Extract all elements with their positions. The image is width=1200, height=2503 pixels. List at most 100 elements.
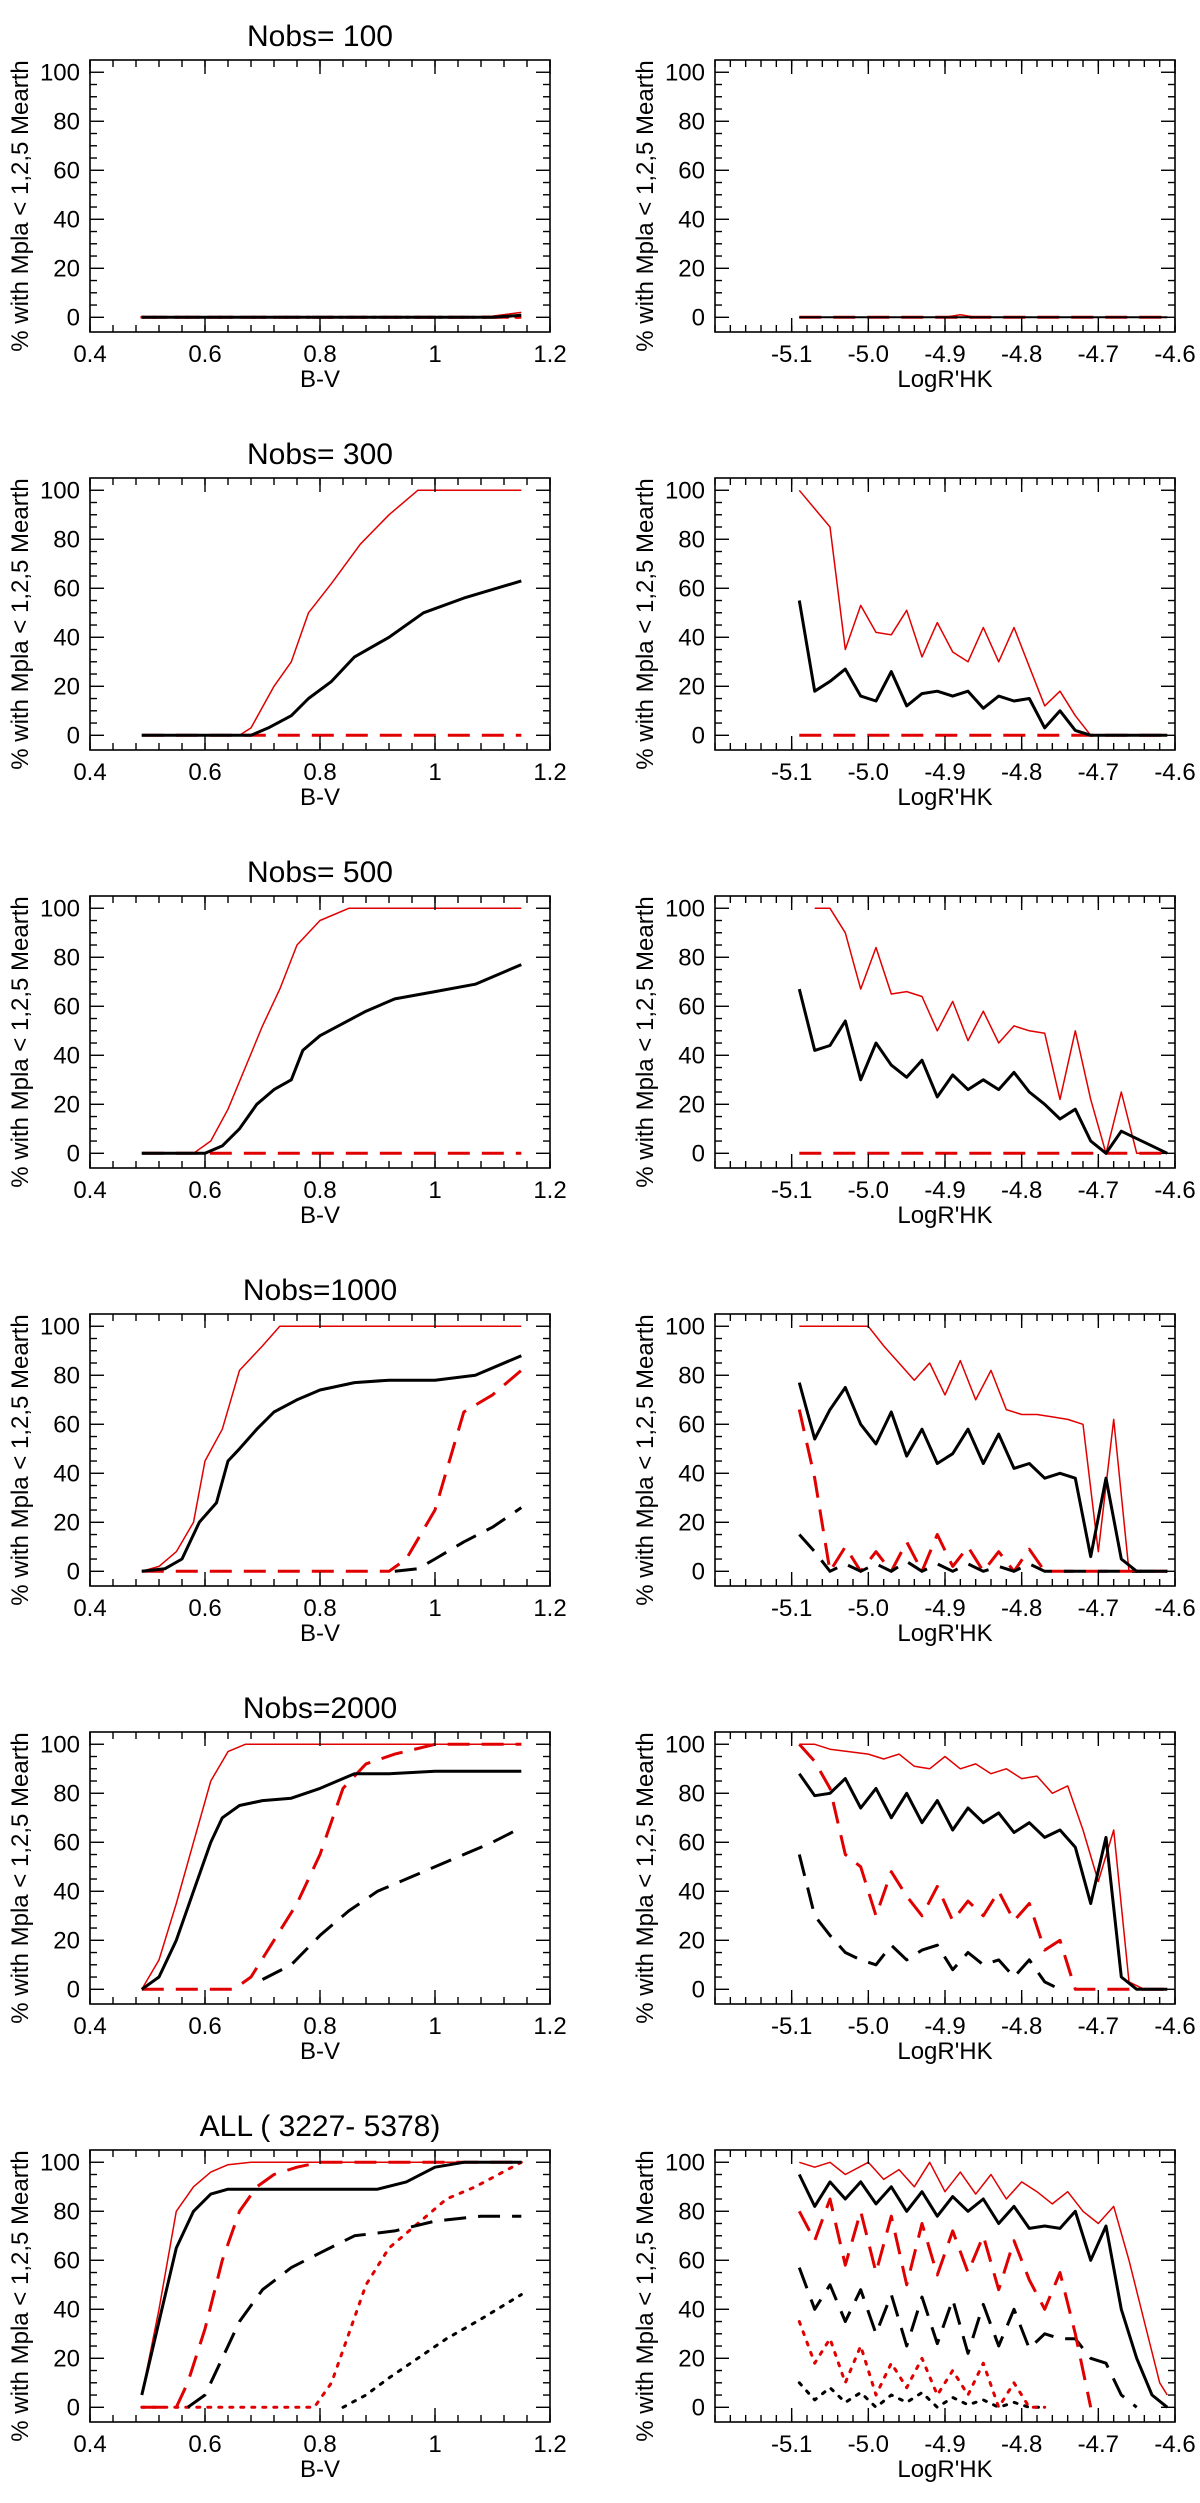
- y-tick-label: 100: [665, 59, 705, 86]
- series-line-2: [814, 907, 1168, 1155]
- series-line-4: [141, 2160, 522, 2409]
- x-tick-label: 1.2: [533, 2013, 566, 2040]
- series-line-4: [141, 1354, 522, 1573]
- x-tick-label: -5.0: [848, 2431, 889, 2458]
- x-tick-label: 0.4: [73, 1177, 106, 1204]
- x-tick-label: -4.9: [924, 2431, 965, 2458]
- y-tick-label: 20: [53, 2345, 80, 2372]
- y-tick-label: 80: [678, 944, 705, 971]
- y-tick-label: 100: [665, 1731, 705, 1758]
- x-axis-label: LogR'HK: [897, 784, 992, 811]
- series-line-3: [799, 1743, 1168, 1991]
- plot-frame: [89, 1731, 551, 2005]
- x-tick-label: 1: [428, 2013, 441, 2040]
- y-tick-label: 60: [678, 575, 705, 602]
- x-tick-label: 1.2: [533, 341, 566, 368]
- y-axis-label: % with Mpla < 1,2,5 Mearth: [7, 1732, 34, 2023]
- panel-12: 0 20 40 60 80 100 -5.1 -5.0 -4.9 -4.8 -4.7 -4.6 LogR…: [632, 2149, 1196, 2483]
- series-line-2: [141, 907, 522, 1155]
- series-line-5: [141, 2161, 522, 2396]
- y-tick-label: 20: [678, 255, 705, 282]
- y-tick-label: 100: [40, 2149, 80, 2176]
- y-tick-label: 20: [678, 2345, 705, 2372]
- series-line-2: [261, 1826, 522, 1981]
- series-line-1: [797, 2381, 1047, 2409]
- x-tick-label: -4.7: [1078, 341, 1119, 368]
- x-tick-label: -4.7: [1078, 759, 1119, 786]
- series-line-1: [141, 1742, 522, 1991]
- y-tick-label: 0: [67, 1140, 80, 1167]
- x-tick-label: -4.6: [1154, 2013, 1195, 2040]
- x-axis-label: LogR'HK: [897, 366, 992, 393]
- series-line-2: [797, 1854, 1061, 1991]
- x-tick-label: 0.4: [73, 2013, 106, 2040]
- y-tick-label: 40: [678, 1042, 705, 1069]
- y-tick-label: 60: [53, 1411, 80, 1438]
- x-axis-label: LogR'HK: [897, 2456, 992, 2483]
- y-tick-label: 100: [665, 895, 705, 922]
- x-tick-label: -5.1: [771, 1595, 812, 1622]
- y-tick-label: 40: [53, 2296, 80, 2323]
- panel-8: 0 20 40 60 80 100 -5.1 -5.0 -4.9 -4.8 -4.7 -4.6 LogR…: [632, 1313, 1196, 1647]
- y-tick-label: 100: [665, 2149, 705, 2176]
- y-tick-label: 20: [53, 1091, 80, 1118]
- x-tick-label: 0.4: [73, 2431, 106, 2458]
- y-tick-label: 20: [53, 673, 80, 700]
- plot-frame: [89, 59, 551, 333]
- x-tick-label: 0.6: [188, 2431, 221, 2458]
- x-tick-label: -4.6: [1154, 2431, 1195, 2458]
- series-line-2: [140, 2160, 523, 2409]
- y-tick-label: 60: [53, 2247, 80, 2274]
- plot-frame: [714, 477, 1176, 751]
- x-tick-label: -4.7: [1078, 2431, 1119, 2458]
- x-tick-label: 0.6: [188, 1177, 221, 1204]
- y-tick-label: 100: [665, 477, 705, 504]
- plot-frame: [714, 895, 1176, 1169]
- x-tick-label: -4.9: [924, 759, 965, 786]
- series-line-3: [141, 579, 522, 737]
- x-tick-label: -4.6: [1154, 759, 1195, 786]
- y-tick-label: 60: [678, 1411, 705, 1438]
- y-tick-label: 40: [53, 1460, 80, 1487]
- y-tick-label: 0: [67, 1976, 80, 2003]
- x-tick-label: -4.9: [924, 2013, 965, 2040]
- y-tick-label: 40: [678, 206, 705, 233]
- panel-title: Nobs=1000: [243, 1274, 397, 1307]
- x-tick-label: 0.4: [73, 1595, 106, 1622]
- y-tick-label: 20: [53, 1509, 80, 1536]
- x-tick-label: -4.7: [1078, 1177, 1119, 1204]
- y-tick-label: 40: [53, 624, 80, 651]
- panel-1: 0 20 40 60 80 100 0.4 0.6 0.8 1 1.2 B-V % with Mpla …: [7, 20, 567, 393]
- y-tick-label: 100: [40, 1731, 80, 1758]
- y-tick-label: 100: [40, 477, 80, 504]
- x-tick-label: -4.8: [1001, 2431, 1042, 2458]
- x-tick-label: 0.6: [188, 1595, 221, 1622]
- panel-title: Nobs= 100: [247, 20, 393, 53]
- y-tick-label: 80: [678, 1780, 705, 1807]
- y-tick-label: 40: [53, 1042, 80, 1069]
- y-tick-label: 80: [53, 1362, 80, 1389]
- x-tick-label: 1.2: [533, 2431, 566, 2458]
- y-axis-label: % with Mpla < 1,2,5 Mearth: [7, 896, 34, 1187]
- y-tick-label: 40: [678, 2296, 705, 2323]
- series-line-3: [797, 600, 1168, 737]
- x-tick-label: -4.6: [1154, 341, 1195, 368]
- x-tick-label: 0.6: [188, 341, 221, 368]
- y-tick-label: 60: [53, 575, 80, 602]
- x-tick-label: 0.8: [303, 2013, 336, 2040]
- x-tick-label: -4.8: [1001, 1595, 1042, 1622]
- y-tick-label: 0: [67, 722, 80, 749]
- panel-title: Nobs= 300: [247, 438, 393, 471]
- y-tick-label: 60: [678, 2247, 705, 2274]
- y-tick-label: 60: [53, 993, 80, 1020]
- x-axis-label: LogR'HK: [897, 1620, 992, 1647]
- y-tick-label: 80: [678, 2198, 705, 2225]
- x-tick-label: -4.9: [924, 1177, 965, 1204]
- y-tick-label: 80: [53, 108, 80, 135]
- y-tick-label: 0: [692, 1976, 705, 2003]
- x-tick-label: -4.7: [1078, 1595, 1119, 1622]
- y-tick-label: 40: [678, 624, 705, 651]
- y-tick-label: 0: [67, 1558, 80, 1585]
- x-tick-label: 1.2: [533, 1177, 566, 1204]
- series-line-4: [798, 1772, 1168, 1991]
